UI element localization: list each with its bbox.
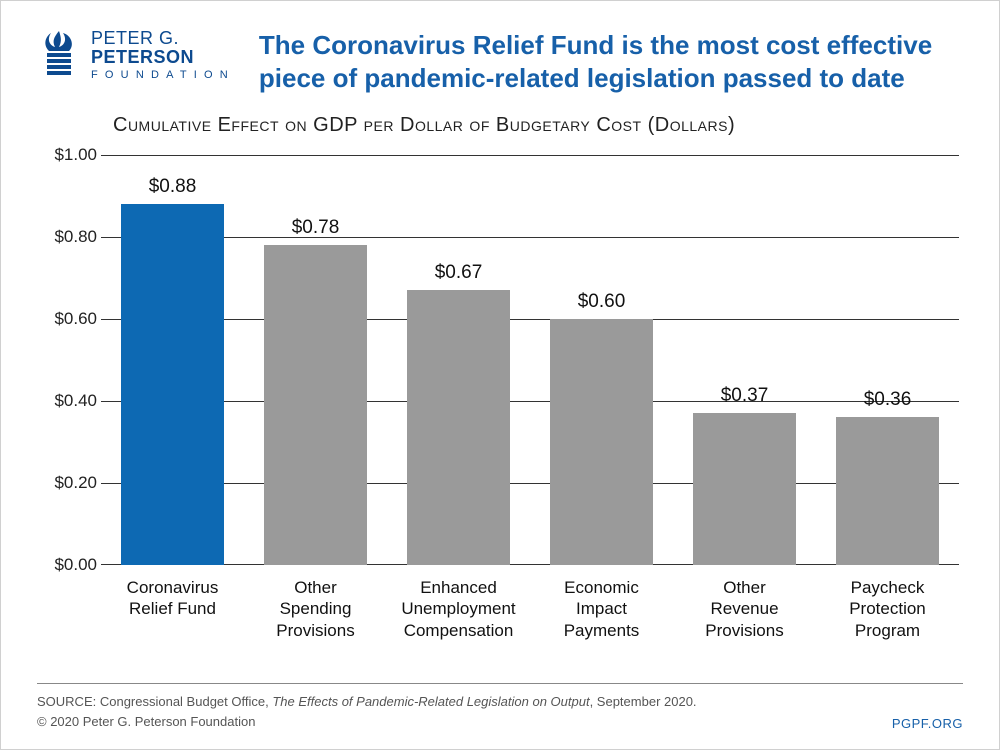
org-logo: PETER G. PETERSON FOUNDATION [37, 29, 235, 83]
x-category-label: EnhancedUnemploymentCompensation [387, 569, 530, 645]
chart-subhead: Cumulative Effect on GDP per Dollar of B… [1, 104, 999, 137]
x-category-label: PaycheckProtectionProgram [816, 569, 959, 645]
bar-slot: $0.78 [244, 155, 387, 565]
copyright-text: © 2020 Peter G. Peterson Foundation [37, 712, 697, 732]
y-tick-label: $0.00 [37, 555, 97, 575]
bar-value-label: $0.37 [721, 385, 769, 407]
header: PETER G. PETERSON FOUNDATION The Coronav… [1, 1, 999, 104]
bar [264, 245, 367, 565]
source-prefix: SOURCE: Congressional Budget Office, [37, 694, 272, 709]
source-text: SOURCE: Congressional Budget Office, The… [37, 692, 697, 731]
bar-slot: $0.37 [673, 155, 816, 565]
bar-chart: $0.00 $0.20 $0.40 $0.60 $0.80 $1.00 $0.88 $0.7… [37, 145, 959, 645]
bar-slot: $0.60 [530, 155, 673, 565]
torch-icon [37, 29, 81, 83]
bar-slot: $0.67 [387, 155, 530, 565]
y-tick-label: $0.60 [37, 309, 97, 329]
bar [121, 204, 224, 565]
logo-line-2: PETERSON [91, 48, 235, 67]
bar-value-label: $0.36 [864, 389, 912, 411]
bar [693, 413, 796, 565]
bar-slot: $0.88 [101, 155, 244, 565]
x-category-label: OtherSpendingProvisions [244, 569, 387, 645]
logo-text: PETER G. PETERSON FOUNDATION [91, 29, 235, 82]
bar-value-label: $0.88 [149, 176, 197, 198]
bar-slot: $0.36 [816, 155, 959, 565]
source-suffix: , September 2020. [590, 694, 697, 709]
bar-value-label: $0.78 [292, 217, 340, 239]
y-tick-label: $1.00 [37, 145, 97, 165]
x-category-label: CoronavirusRelief Fund [101, 569, 244, 645]
org-link[interactable]: PGPF.ORG [892, 716, 963, 731]
x-axis-labels: CoronavirusRelief FundOtherSpendingProvi… [101, 569, 959, 645]
y-tick-label: $0.80 [37, 227, 97, 247]
x-category-label: EconomicImpactPayments [530, 569, 673, 645]
y-tick-label: $0.20 [37, 473, 97, 493]
y-tick-label: $0.40 [37, 391, 97, 411]
bar [407, 290, 510, 565]
bar [550, 319, 653, 565]
footer: SOURCE: Congressional Budget Office, The… [37, 683, 963, 731]
logo-line-3: FOUNDATION [91, 70, 235, 82]
source-title: The Effects of Pandemic-Related Legislat… [272, 694, 589, 709]
logo-line-1: PETER G. [91, 29, 235, 48]
bar-value-label: $0.67 [435, 262, 483, 284]
bar [836, 417, 939, 565]
x-category-label: OtherRevenueProvisions [673, 569, 816, 645]
bar-value-label: $0.60 [578, 291, 626, 313]
chart-headline: The Coronavirus Relief Fund is the most … [259, 29, 959, 94]
bars-container: $0.88 $0.78 $0.67 $0.60 $0.37 $0.36 [101, 155, 959, 565]
